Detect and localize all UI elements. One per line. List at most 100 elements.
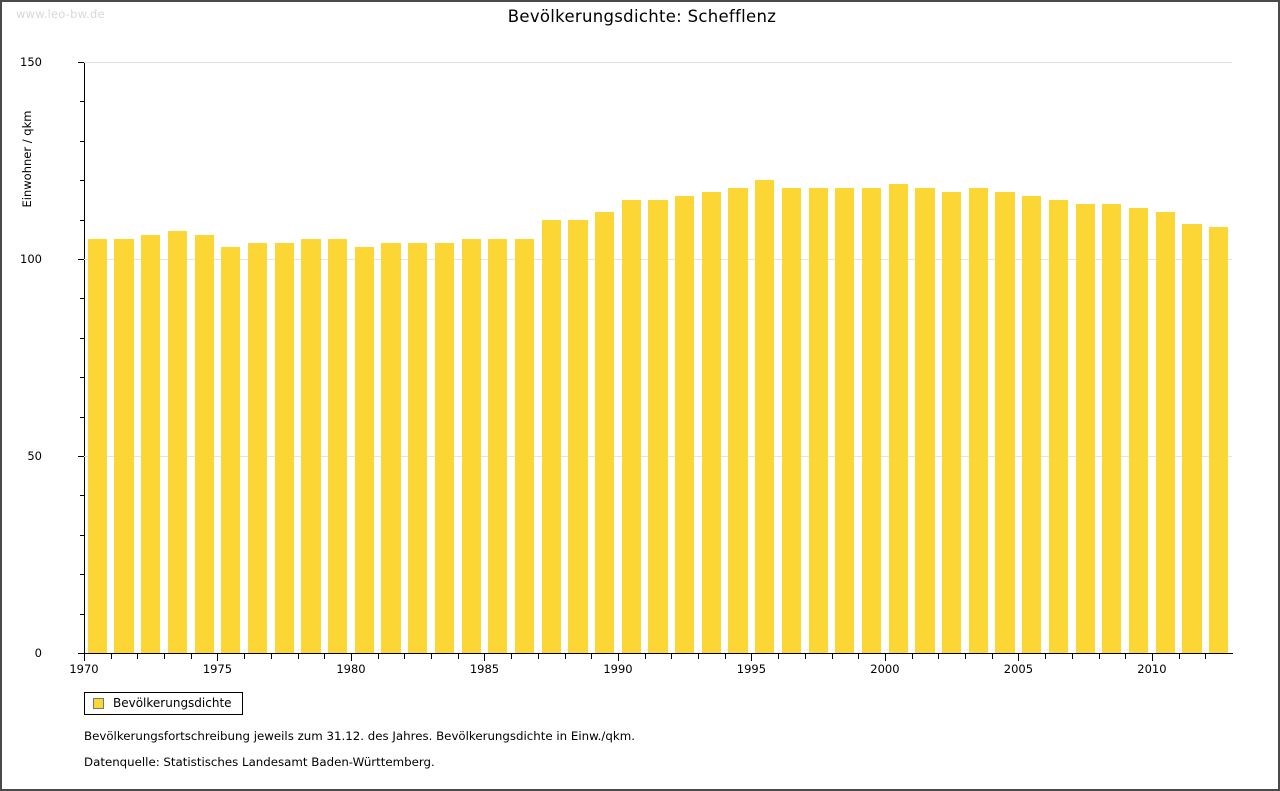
y-tick-label: 100 [20, 252, 42, 266]
bar[interactable] [247, 243, 268, 653]
x-tick-major [1018, 654, 1020, 661]
bar[interactable] [728, 188, 748, 653]
y-tick-minor [80, 377, 84, 379]
y-tick-minor [80, 219, 84, 221]
bar[interactable] [221, 247, 241, 653]
bar[interactable] [381, 243, 401, 653]
bar[interactable] [568, 219, 588, 653]
x-tick-minor [591, 654, 593, 659]
y-tick-label: 0 [34, 646, 42, 660]
y-tick-minor [80, 180, 84, 182]
bar[interactable] [274, 243, 294, 653]
bar[interactable] [621, 199, 641, 653]
y-tick-minor [80, 574, 84, 576]
x-tick-minor [457, 654, 459, 659]
bar[interactable] [808, 188, 828, 653]
x-tick-major [1151, 654, 1153, 661]
bar[interactable] [328, 239, 348, 653]
x-tick-label: 1980 [336, 662, 366, 676]
x-axis-line [84, 653, 1233, 654]
x-tick-minor [1205, 654, 1207, 659]
bar[interactable] [1048, 199, 1069, 653]
x-tick-label: 1990 [603, 662, 633, 676]
plot-area: 0 50 100 150 1970 1975 1980 1985 1990 1995 2000 200… [20, 55, 1233, 676]
bar[interactable] [1022, 195, 1042, 653]
bar[interactable] [194, 235, 214, 653]
x-tick-minor [297, 654, 299, 659]
bar[interactable] [888, 184, 908, 653]
x-tick-minor [537, 654, 539, 659]
bar[interactable] [835, 188, 855, 653]
y-tick-minor [80, 613, 84, 615]
x-tick-label: 1985 [469, 662, 500, 676]
x-tick-major [884, 654, 886, 661]
bar[interactable] [408, 243, 428, 653]
x-tick-minor [431, 654, 433, 659]
y-axis-label: Einwohner / qkm [20, 110, 34, 208]
gridline [84, 62, 1232, 63]
x-tick-minor [404, 654, 406, 659]
bar[interactable] [755, 180, 775, 653]
y-tick-label: 50 [27, 449, 42, 463]
bar[interactable] [648, 199, 668, 653]
bar[interactable] [301, 239, 321, 653]
y-tick-label: 150 [20, 55, 42, 69]
bar[interactable] [434, 243, 455, 653]
x-tick-label: 1970 [69, 662, 99, 676]
bar[interactable] [1182, 223, 1202, 653]
chart-legend[interactable]: Bevölkerungsdichte [84, 692, 243, 715]
footnote-source: Datenquelle: Statistisches Landesamt Bad… [84, 755, 435, 769]
x-tick-major [350, 654, 352, 661]
y-tick-minor [80, 337, 84, 339]
bar[interactable] [1155, 211, 1175, 653]
y-tick-major [78, 653, 84, 654]
x-tick-label: 1975 [202, 662, 233, 676]
bar[interactable] [701, 192, 721, 653]
y-tick-minor [80, 416, 84, 418]
legend-swatch-icon [93, 698, 104, 709]
x-tick-major [484, 654, 486, 661]
x-tick-minor [831, 654, 833, 659]
bar[interactable] [675, 195, 695, 653]
x-tick-major [84, 654, 85, 661]
bar[interactable] [1075, 203, 1095, 653]
x-tick-minor [164, 654, 166, 659]
x-tick-minor [938, 654, 940, 659]
bar[interactable] [167, 231, 188, 653]
bar[interactable] [915, 188, 935, 653]
plot-canvas: 0 50 100 150 1970 1975 1980 1985 1990 1995 2000 200… [20, 55, 1233, 676]
x-tick-minor [190, 654, 192, 659]
bar[interactable] [1102, 203, 1122, 653]
y-tick-minor [80, 140, 84, 142]
x-tick-major [751, 654, 753, 661]
bar[interactable] [541, 219, 561, 653]
bar[interactable] [141, 235, 161, 653]
page-title: Bevölkerungsdichte: Schefflenz [507, 7, 777, 26]
y-tick-minor [80, 534, 84, 536]
bar[interactable] [461, 239, 481, 653]
bar[interactable] [488, 239, 508, 653]
y-tick-minor [80, 298, 84, 300]
y-tick-major [78, 259, 84, 260]
bar[interactable] [968, 188, 988, 653]
bar[interactable] [861, 188, 882, 653]
bar[interactable] [514, 239, 535, 653]
x-tick-minor [698, 654, 700, 659]
bar[interactable] [781, 188, 802, 653]
bar[interactable] [942, 192, 962, 653]
x-tick-minor [911, 654, 913, 659]
bar[interactable] [114, 239, 134, 653]
bar[interactable] [1209, 227, 1229, 653]
x-tick-minor [1045, 654, 1047, 659]
x-tick-label: 2000 [870, 662, 900, 676]
bar[interactable] [594, 211, 615, 653]
bar[interactable] [354, 247, 374, 653]
x-tick-major [217, 654, 219, 661]
x-tick-minor [804, 654, 806, 659]
bar[interactable] [995, 192, 1015, 653]
bar[interactable] [87, 239, 107, 653]
x-tick-minor [858, 654, 860, 659]
bar[interactable] [1128, 207, 1149, 653]
x-tick-minor [778, 654, 780, 659]
x-tick-minor [324, 654, 326, 659]
